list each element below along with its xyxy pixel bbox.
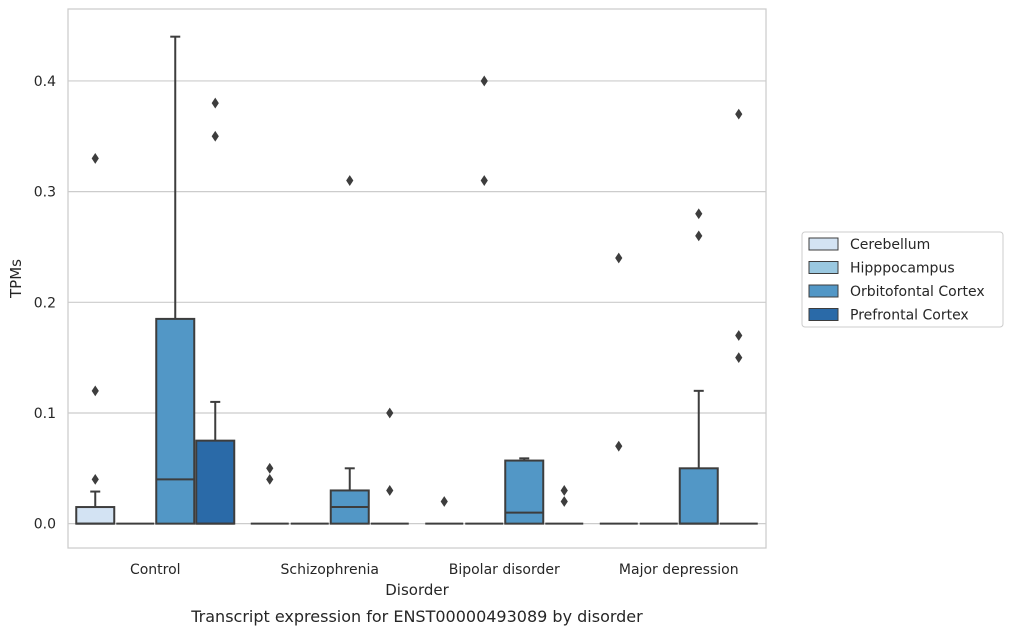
outlier-point xyxy=(386,485,394,496)
outlier-point xyxy=(480,175,488,186)
box xyxy=(75,506,116,525)
y-tick-label: 0.2 xyxy=(34,295,56,311)
legend-swatch xyxy=(808,261,839,274)
outlier-point xyxy=(91,385,99,397)
legend-label: Hipppocampus xyxy=(850,261,955,277)
outlier-point xyxy=(560,485,568,496)
plot-frame xyxy=(67,8,767,549)
legend: Cerebellum Hipppocampus Orbitofontal Corte… xyxy=(801,231,1004,328)
outlier-point xyxy=(480,75,488,87)
box-prefrontal-cortex-major-depression xyxy=(719,108,758,525)
outlier-point xyxy=(266,473,274,485)
y-axis: 0.0 0.1 0.2 0.3 0.4 xyxy=(34,74,56,533)
box xyxy=(504,459,545,525)
legend-frame xyxy=(801,231,1004,328)
x-tick-label: Major depression xyxy=(619,562,739,578)
outlier-point xyxy=(266,462,274,474)
box xyxy=(155,317,196,525)
figure-caption: Transcript expression for ENST0000049308… xyxy=(190,607,643,626)
box-orbitofontal-cortex-schizophrenia xyxy=(329,175,370,525)
y-tick-label: 0.0 xyxy=(34,517,56,533)
outlier-point xyxy=(91,473,99,485)
outlier-point xyxy=(615,440,623,452)
outlier-point xyxy=(695,208,703,220)
outlier-point xyxy=(615,252,623,264)
outlier-point xyxy=(695,230,703,242)
legend-swatch xyxy=(808,284,839,298)
box-cerebellum-major-depression xyxy=(599,252,638,525)
box-orbitofontal-cortex-major-depression xyxy=(678,208,719,525)
outlier-point xyxy=(560,496,568,507)
outlier-point xyxy=(735,108,743,120)
outlier-point xyxy=(211,97,219,109)
box xyxy=(195,439,236,525)
box-orbitofontal-cortex-bipolar-disorder xyxy=(504,457,545,525)
x-axis: Control Schizophrenia Bipolar disorder Majo… xyxy=(130,562,739,578)
legend-swatch xyxy=(808,237,839,251)
box-prefrontal-cortex-bipolar-disorder xyxy=(545,485,584,525)
y-tick-label: 0.4 xyxy=(34,74,56,90)
x-tick-label: Bipolar disorder xyxy=(449,562,560,578)
outlier-point xyxy=(386,407,394,419)
box-orbitofontal-cortex-control xyxy=(155,35,196,525)
legend-label: Cerebellum xyxy=(850,237,930,253)
outlier-point xyxy=(346,175,354,186)
x-tick-label: Schizophrenia xyxy=(281,562,379,578)
y-tick-label: 0.3 xyxy=(34,185,56,201)
outlier-point xyxy=(440,496,448,507)
box-cerebellum-bipolar-disorder xyxy=(425,496,464,525)
legend-label: Prefrontal Cortex xyxy=(850,308,969,324)
x-tick-label: Control xyxy=(130,562,181,578)
y-tick-label: 0.1 xyxy=(34,406,56,422)
y-axis-label: TPMs xyxy=(7,259,25,299)
box-prefrontal-cortex-schizophrenia xyxy=(370,407,409,525)
box-layer xyxy=(75,35,758,525)
legend-swatch xyxy=(808,308,839,321)
box-hipppocampus-bipolar-disorder xyxy=(465,75,504,525)
legend-label: Orbitofontal Cortex xyxy=(850,284,985,300)
outlier-point xyxy=(211,130,219,142)
box-prefrontal-cortex-control xyxy=(195,97,236,525)
outlier-point xyxy=(91,153,99,164)
outlier-point xyxy=(735,352,743,364)
outlier-point xyxy=(735,330,743,341)
box xyxy=(678,467,719,525)
box-cerebellum-control xyxy=(75,153,116,525)
box-cerebellum-schizophrenia xyxy=(250,462,289,525)
x-axis-label: Disorder xyxy=(385,581,449,599)
